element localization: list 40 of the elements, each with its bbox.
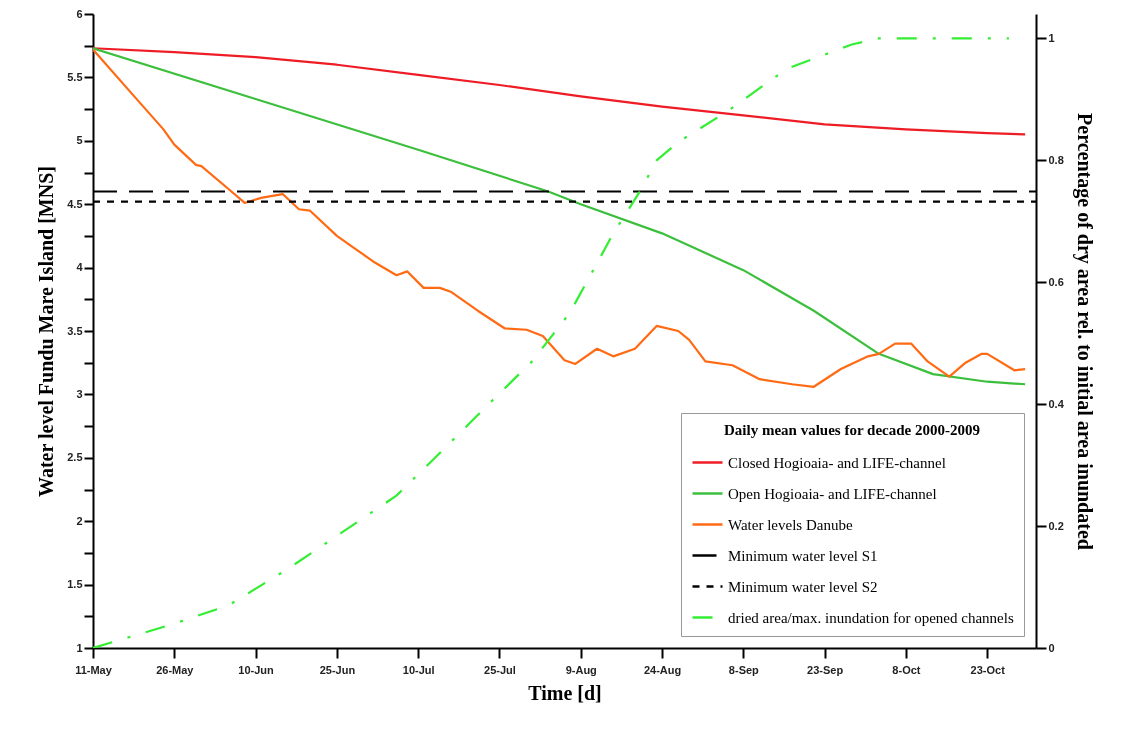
legend-label: dried area/max. inundation for opened channels: [728, 609, 1014, 626]
x-tick-label: 23-Oct: [970, 663, 1006, 676]
y2-tick-label: 0.8: [1048, 153, 1064, 166]
legend-label: Minimum water level S1: [728, 547, 878, 564]
y-tick-label: 4: [76, 261, 84, 274]
x-tick-label: 9-Aug: [565, 663, 597, 676]
y2-tick-label: 1: [1048, 31, 1055, 44]
x-tick-label: 8-Sep: [728, 663, 760, 676]
y-tick-label: 3: [76, 387, 83, 400]
legend-label: Minimum water level S2: [728, 578, 878, 595]
x-tick-label: 8-Oct: [892, 663, 921, 676]
legend-title: Daily mean values for decade 2000-2009: [724, 422, 980, 438]
y2-tick-label: 0: [1048, 641, 1055, 654]
y2-axis-title: Percentage of dry area rel. to initial area inundated: [1072, 113, 1096, 550]
y-tick-label: 4.5: [67, 197, 83, 210]
y-tick-label: 1.5: [67, 578, 83, 591]
x-tick-label: 10-Jun: [238, 663, 275, 676]
legend-label: Closed Hogioaia- and LIFE-channel: [728, 454, 946, 471]
y2-tick-label: 0.4: [1048, 397, 1065, 410]
legend-label: Water levels Danube: [728, 516, 853, 533]
x-tick-label: 24-Aug: [643, 663, 682, 676]
y2-tick-label: 0.2: [1048, 519, 1064, 532]
y-tick-label: 2: [76, 514, 83, 527]
line-series: [93, 47, 1027, 136]
x-tick-label: 11-May: [75, 663, 113, 676]
y-tick-label: 2.5: [67, 451, 83, 464]
y-tick-label: 5: [76, 134, 83, 147]
x-axis-title: Time [d]: [528, 681, 602, 704]
x-tick-label: 25-Jul: [484, 663, 516, 676]
y-tick-label: 1: [76, 641, 83, 654]
x-tick-label: 23-Sep: [807, 663, 844, 676]
x-tick-label: 10-Jul: [402, 663, 435, 676]
x-tick-label: 25-Jun: [319, 663, 356, 676]
legend-label: Open Hogioaia- and LIFE-channel: [728, 485, 937, 502]
y-tick-label: 3.5: [67, 324, 83, 337]
y-tick-label: 6: [76, 7, 83, 20]
x-tick-label: 26-May: [156, 663, 195, 676]
y-axis-title: Water level Fundu Mare Island [MNS]: [35, 166, 58, 497]
y-tick-label: 5.5: [67, 70, 83, 83]
y2-tick-label: 0.6: [1048, 275, 1064, 288]
